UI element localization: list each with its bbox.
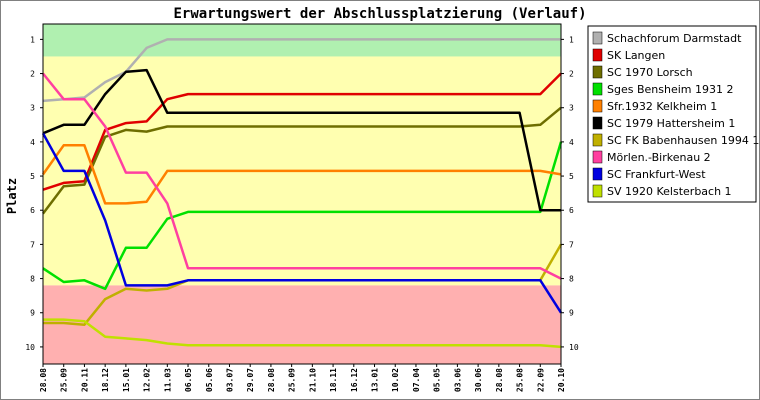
band-2 [43,285,561,364]
legend-label-3: Sges Bensheim 1931 2 [607,83,733,96]
y-tick-label-right: 4 [569,138,574,147]
axes: 1 1 2 2 3 3 4 4 5 5 6 6 7 7 8 8 9 9 10 10 28.08 25.09 20.11 18.… [25,23,579,392]
x-tick-label: 20.11 [80,368,89,392]
x-tick-label: 15.01 [122,368,131,392]
y-tick-label-left: 2 [30,70,35,79]
x-tick-label: 28.08 [495,368,504,392]
x-tick-label: 20.10 [557,368,566,392]
legend-label-5: SC 1979 Hattersheim 1 [607,117,735,130]
y-tick-label-right: 2 [569,70,574,79]
legend-label-6: SC FK Babenhausen 1994 1 [607,134,759,147]
series-line-5 [42,68,561,212]
x-tick-label: 10.02 [391,368,400,392]
legend-box [587,25,757,203]
y-tick-label-right: 6 [569,206,574,215]
x-tick-label: 05.06 [205,368,214,392]
legend-swatch-6 [592,133,603,147]
series-line-9 [43,318,562,349]
legend-label-0: Schachforum Darmstadt [607,32,742,45]
x-tick-label: 18.11 [329,368,338,392]
legend-label-4: Sfr.1932 Kelkheim 1 [607,100,717,113]
y-tick-label-right: 3 [569,104,574,113]
x-tick-label: 16.12 [350,368,359,392]
y-tick-label-left: 7 [30,240,35,249]
legend-label-1: SK Langen [607,49,665,62]
y-tick-label-right: 9 [569,309,574,318]
y-tick-label-left: 4 [30,138,35,147]
x-tick-label: 28.08 [39,368,48,392]
y-tick-label-right: 10 [569,343,579,352]
legend-swatch-8 [592,167,603,181]
series-line-3 [42,141,563,291]
legend-swatch-5 [592,116,603,130]
series-line-8 [41,132,563,314]
y-tick-label-right: 7 [569,240,574,249]
y-tick-label-left: 8 [30,275,35,284]
y-tick-label-left: 5 [30,172,35,181]
x-tick-label: 28.08 [267,368,276,392]
legend-swatch-7 [592,150,603,164]
x-tick-label: 05.05 [433,368,442,392]
y-tick-label-left: 6 [30,206,35,215]
x-tick-label: 12.02 [143,368,152,392]
x-tick-label: 18.12 [101,368,110,392]
y-tick-label-right: 5 [569,172,574,181]
series-line-7 [42,72,562,280]
x-tick-label: 11.03 [163,368,172,392]
x-tick-label: 21.10 [308,368,317,392]
legend-swatch-4 [592,99,603,113]
series-line-1 [42,72,562,191]
x-tick-label: 22.09 [536,368,545,392]
series-line-0 [42,38,561,103]
series-line-4 [41,144,562,205]
x-tick-label: 03.06 [453,368,462,392]
legend-label-8: SC Frankfurt-West [607,168,706,181]
legend-swatch-2 [592,65,603,79]
x-tick-label: 13.01 [371,368,380,392]
legend-label-9: SV 1920 Kelsterbach 1 [607,185,732,198]
series-lines [41,38,563,349]
legend-swatch-9 [592,184,603,198]
y-tick-label-left: 9 [30,309,35,318]
plot-border [42,23,562,365]
y-tick-label-right: 1 [569,35,574,44]
x-tick-label: 03.07 [225,368,234,392]
legend-swatch-0 [592,31,603,45]
legend-swatch-1 [592,48,603,62]
y-tick-label-left: 1 [30,35,35,44]
y-tick-label-left: 3 [30,104,35,113]
y-tick-label-right: 8 [569,275,574,284]
x-tick-label: 25.09 [288,368,297,392]
x-tick-label: 07.04 [412,368,421,392]
x-tick-label: 29.07 [246,368,255,392]
y-axis-label: Platz [5,178,19,214]
legend-label-2: SC 1970 Lorsch [607,66,693,79]
x-tick-label: 30.06 [474,368,483,392]
legend-label-7: Mörlen.-Birkenau 2 [607,151,711,164]
series-line-2 [42,106,562,215]
legend-swatch-3 [592,82,603,96]
x-tick-label: 06.05 [184,368,193,392]
x-tick-label: 25.08 [516,368,525,392]
x-tick-label: 25.09 [60,368,69,392]
y-tick-label-left: 10 [25,343,35,352]
legend: Schachforum Darmstadt SK Langen SC 1970 Lo… [587,25,759,203]
chart-title: Erwartungswert der Abschlussplatzierung … [173,6,586,22]
